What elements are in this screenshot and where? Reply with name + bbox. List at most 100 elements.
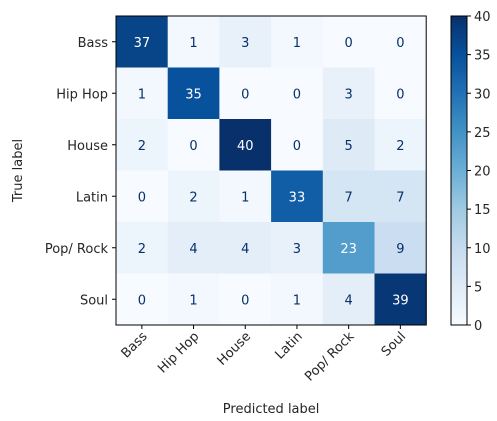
cell-value-label: 7 <box>345 190 353 205</box>
colorbar-tick-label: 5 <box>474 280 482 295</box>
cell-value-label: 35 <box>185 87 202 102</box>
cell-value-label: 0 <box>396 87 404 102</box>
colorbar-tick-label: 35 <box>474 49 491 64</box>
x-tick-label: Bass <box>119 329 151 361</box>
cell-value-label: 2 <box>396 139 404 154</box>
cell-value-label: 0 <box>396 36 404 51</box>
cell-value-label: 23 <box>340 242 357 257</box>
x-tick-label: Soul <box>379 329 409 359</box>
cell-value-label: 2 <box>138 242 146 257</box>
colorbar-tick-label: 0 <box>474 319 482 334</box>
x-tick-label: House <box>215 329 254 368</box>
heatmap-cell <box>219 16 272 68</box>
heatmap-cell <box>219 67 272 120</box>
heatmap-cell <box>219 273 272 326</box>
heatmap-cell <box>271 170 324 223</box>
y-axis-label: True label <box>11 139 26 203</box>
colorbar-tick-label: 40 <box>474 10 491 25</box>
heatmap-cell <box>271 273 324 326</box>
heatmap-cell <box>167 222 220 274</box>
heatmap-cell <box>219 222 272 274</box>
cell-value-label: 7 <box>396 190 404 205</box>
colorbar-ticks: 0 5 10 15 20 25 30 35 40 <box>467 10 491 334</box>
cell-value-label: 1 <box>189 293 197 308</box>
heatmap-cell <box>322 273 375 326</box>
cell-value-label: 0 <box>293 139 301 154</box>
y-axis-ticks: Bass Hip Hop House Latin Pop/ Rock Soul <box>45 36 116 308</box>
cell-value-label: 4 <box>345 293 353 308</box>
heatmap-cell <box>116 273 169 326</box>
heatmap-cell <box>271 16 324 68</box>
cell-value-label: 2 <box>189 190 197 205</box>
heatmap-cell <box>271 222 324 274</box>
y-tick-label: House <box>67 139 108 154</box>
cell-value-label: 4 <box>189 242 197 257</box>
cell-value-label: 5 <box>345 139 353 154</box>
cell-value-label: 33 <box>289 190 306 205</box>
y-tick-label: Soul <box>80 293 108 308</box>
y-tick-label: Latin <box>76 190 108 205</box>
x-tick-label: Pop/ Rock <box>302 329 358 385</box>
cell-value-label: 1 <box>241 190 249 205</box>
heatmap-cell <box>116 67 169 120</box>
cell-value-label: 0 <box>189 139 197 154</box>
heatmap-cell <box>167 16 220 68</box>
heatmap-cell <box>116 170 169 223</box>
y-tick-label: Bass <box>78 36 109 51</box>
heatmap-cell <box>322 222 375 274</box>
heatmap-cell <box>374 273 427 326</box>
cell-value-label: 1 <box>138 87 146 102</box>
heatmap-cell <box>116 16 169 68</box>
heatmap-cell <box>219 170 272 223</box>
y-tick-label: Hip Hop <box>56 87 108 102</box>
cell-value-label: 9 <box>396 242 404 257</box>
colorbar-tick-label: 15 <box>474 203 491 218</box>
x-tick-label: Latin <box>272 329 305 362</box>
heatmap-cell <box>271 119 324 171</box>
heatmap-cells <box>116 16 427 326</box>
cell-value-label: 0 <box>138 190 146 205</box>
cell-value-label: 0 <box>241 87 249 102</box>
cell-value-label: 3 <box>293 242 301 257</box>
heatmap-cell <box>271 67 324 120</box>
heatmap-cell <box>167 119 220 171</box>
heatmap-cell <box>322 16 375 68</box>
cell-value-label: 2 <box>138 139 146 154</box>
heatmap-cell <box>374 16 427 68</box>
colorbar-tick-label: 30 <box>474 87 491 102</box>
plot-frame <box>115 15 427 326</box>
heatmap-cell <box>322 170 375 223</box>
heatmap-cell <box>322 119 375 171</box>
cell-value-label: 0 <box>138 293 146 308</box>
colorbar-tick-label: 20 <box>474 165 491 180</box>
heatmap-cell <box>116 119 169 171</box>
cell-value-label: 40 <box>237 139 254 154</box>
heatmap-cell <box>374 119 427 171</box>
colorbar-tick-label: 25 <box>474 126 491 141</box>
cell-value-label: 0 <box>241 293 249 308</box>
heatmap-cell <box>167 170 220 223</box>
heatmap-cell <box>167 67 220 120</box>
cell-value-label: 39 <box>392 293 409 308</box>
cell-value-label: 37 <box>134 36 151 51</box>
heatmap-cell <box>167 273 220 326</box>
cell-value-label: 4 <box>241 242 249 257</box>
heatmap-cell <box>374 222 427 274</box>
cell-value-label: 1 <box>189 36 197 51</box>
cell-value-label: 3 <box>345 87 353 102</box>
x-tick-label: Hip Hop <box>155 329 202 376</box>
cell-value-label: 1 <box>293 293 301 308</box>
y-tick-label: Pop/ Rock <box>45 242 109 257</box>
colorbar <box>450 15 468 326</box>
cell-value-label: 0 <box>345 36 353 51</box>
heatmap-cell <box>219 119 272 171</box>
x-axis-label: Predicted label <box>223 402 320 417</box>
cell-value-label: 1 <box>293 36 301 51</box>
heatmap-cell-labels: 37 1 3 1 0 01 35 0 0 3 02 0 40 0 5 20 2 1 33 7 72 4 4 3 23 90 1 0 1 4… <box>134 36 409 309</box>
heatmap-cell <box>374 67 427 120</box>
heatmap-cell <box>374 170 427 223</box>
cell-value-label: 0 <box>293 87 301 102</box>
colorbar-tick-label: 10 <box>474 242 491 257</box>
